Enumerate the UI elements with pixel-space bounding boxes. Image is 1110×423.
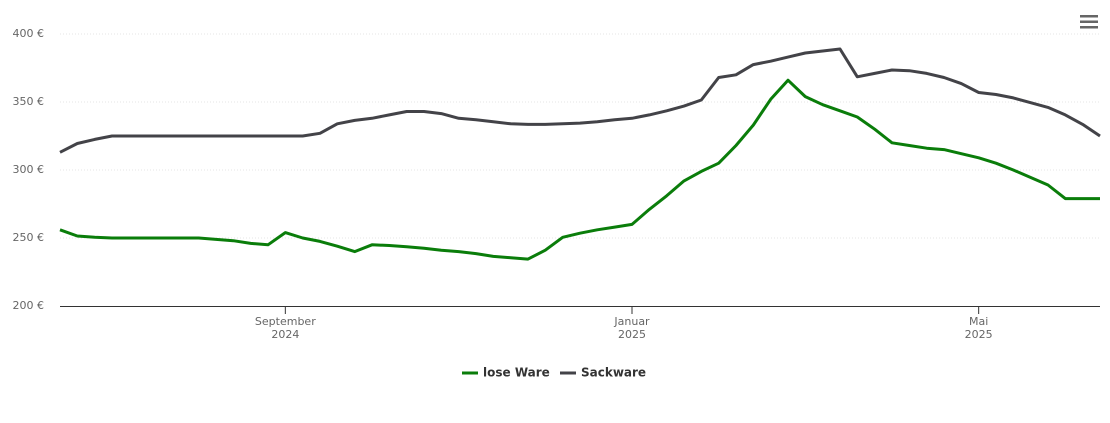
legend-item[interactable]: lose Ware bbox=[462, 366, 550, 380]
menu-bar bbox=[1080, 15, 1098, 18]
y-tick-label: 300 € bbox=[13, 163, 45, 176]
x-tick-label: Mai 2025 bbox=[965, 315, 993, 341]
x-tick-label: September 2024 bbox=[255, 315, 316, 341]
legend-item[interactable]: Sackware bbox=[560, 366, 646, 380]
menu-button[interactable] bbox=[1080, 15, 1098, 29]
series-line bbox=[59, 47, 1101, 154]
menu-bar bbox=[1080, 20, 1098, 23]
y-tick-label: 200 € bbox=[13, 299, 45, 312]
legend-label: Sackware bbox=[581, 366, 646, 380]
menu-bar bbox=[1080, 26, 1098, 29]
legend-label: lose Ware bbox=[483, 366, 550, 380]
y-tick-label: 350 € bbox=[13, 95, 45, 108]
x-tick-label: Januar 2025 bbox=[613, 315, 650, 341]
y-tick-label: 400 € bbox=[13, 27, 45, 40]
y-tick-label: 250 € bbox=[13, 231, 45, 244]
series-line bbox=[59, 78, 1100, 261]
